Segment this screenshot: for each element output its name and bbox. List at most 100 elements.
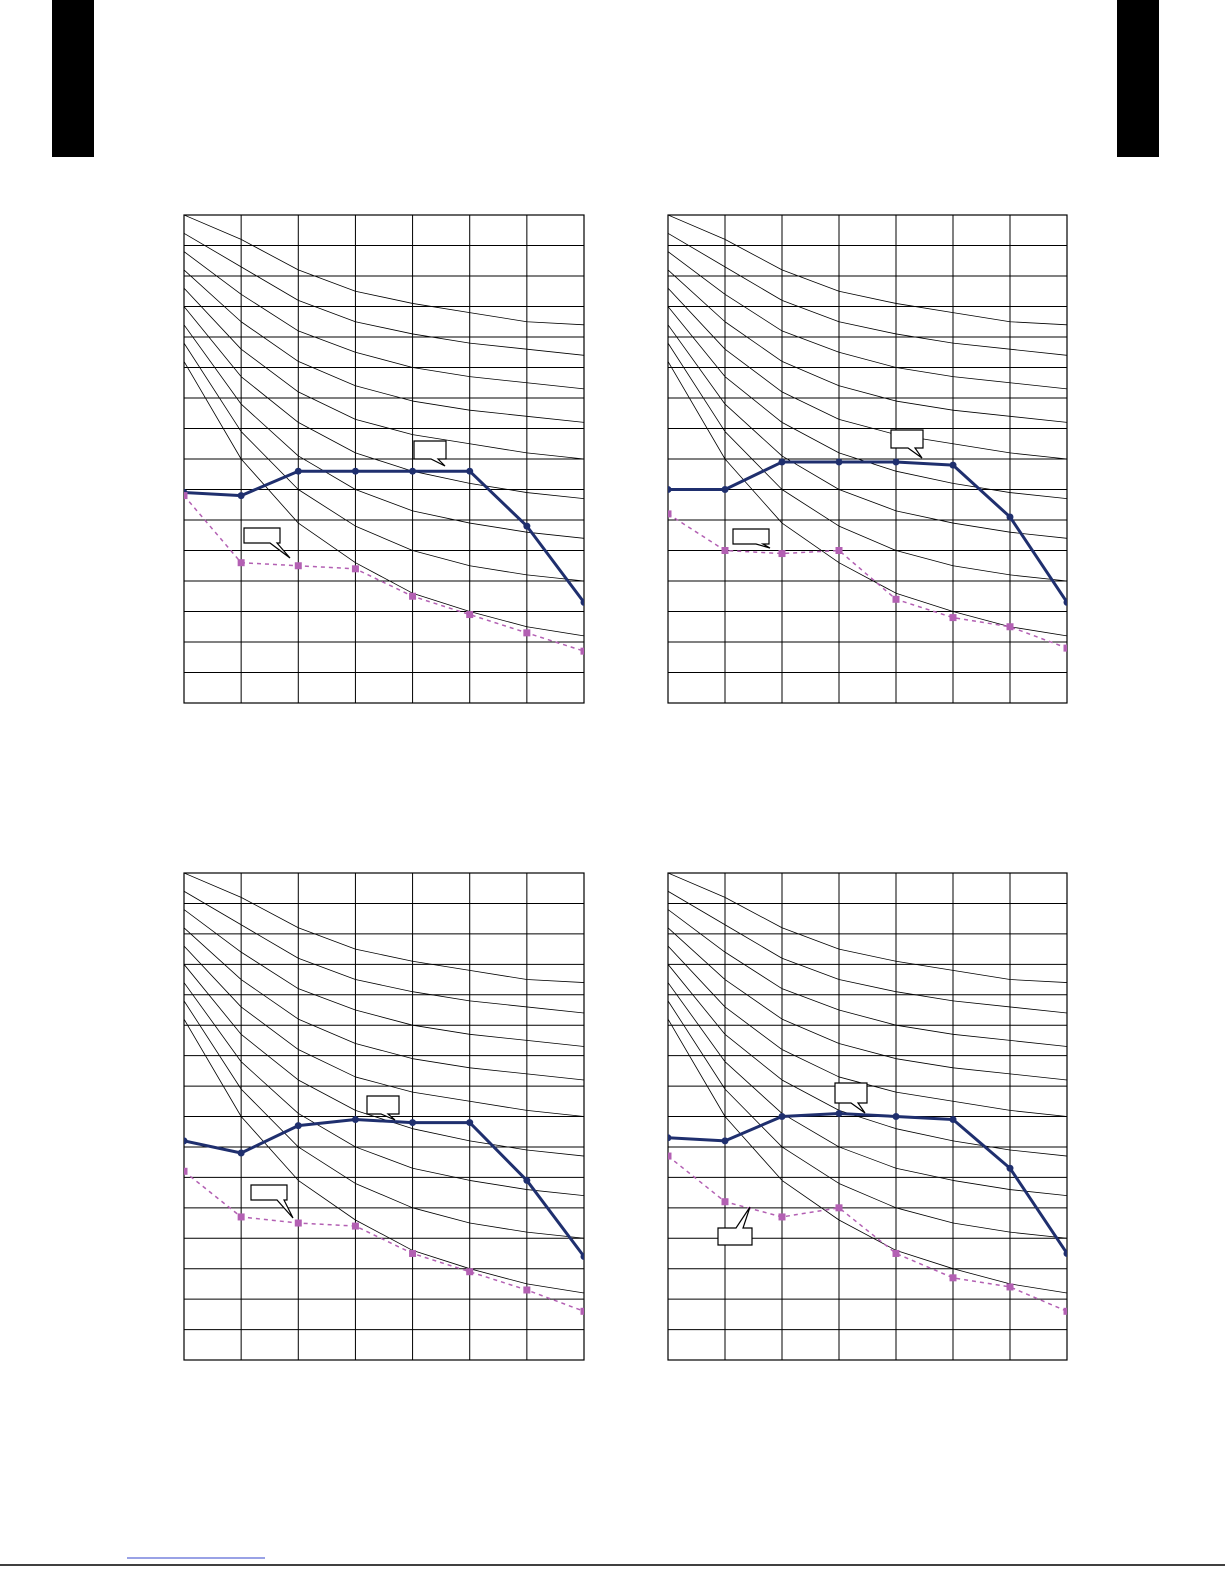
data-point (949, 1116, 957, 1124)
data-point (294, 1219, 302, 1227)
data-point (1006, 1164, 1014, 1172)
reference-curve (184, 306, 584, 500)
data-point (1063, 1249, 1067, 1257)
data-line (668, 513, 1067, 649)
data-line (184, 1118, 584, 1258)
data-point (409, 467, 417, 475)
data-point (778, 1113, 786, 1120)
reference-curve (184, 1018, 584, 1294)
callout-box (834, 1082, 868, 1114)
plot-area (668, 215, 1067, 652)
data-point (580, 598, 584, 606)
plot-area (184, 215, 584, 655)
data-point (1063, 644, 1067, 652)
reference-curve (668, 306, 1067, 500)
data-point (668, 1134, 672, 1142)
data-point (523, 1286, 531, 1294)
data-point (892, 458, 900, 466)
data-point (892, 1249, 900, 1257)
reference-curve (184, 269, 584, 423)
reference-curve (668, 232, 1067, 356)
data-point (351, 565, 359, 573)
callout-box (717, 1206, 753, 1246)
data-line (184, 495, 584, 652)
plot-area (184, 873, 584, 1315)
reference-curve (668, 964, 1067, 1157)
callout-box (250, 1184, 294, 1219)
data-point (1063, 1307, 1067, 1315)
data-point (835, 547, 843, 554)
reference-curve (668, 287, 1067, 460)
data-point (721, 486, 729, 493)
data-point (409, 1249, 417, 1257)
data-point (835, 1204, 843, 1212)
data-point (237, 492, 245, 500)
data-point (184, 1137, 188, 1145)
data-line (184, 469, 584, 604)
reference-curve (184, 945, 584, 1117)
callout-box (366, 1095, 400, 1121)
data-point (184, 1167, 188, 1175)
callout-box (732, 528, 771, 549)
data-point (949, 614, 957, 622)
data-point (523, 629, 531, 637)
data-line (668, 1111, 1067, 1255)
callout-box (890, 429, 924, 459)
data-point (351, 1116, 359, 1124)
data-point (409, 592, 417, 600)
reference-curve (184, 964, 584, 1157)
data-point (294, 562, 302, 570)
data-point (184, 492, 188, 500)
reference-curve (668, 324, 1067, 539)
chart (183, 872, 585, 1361)
reference-curve (668, 982, 1067, 1197)
reference-curve (184, 342, 584, 582)
data-point (294, 1122, 302, 1130)
chart (667, 214, 1068, 704)
chart (667, 872, 1068, 1361)
callout-box (243, 527, 291, 559)
reference-curve (668, 251, 1067, 390)
side-tab (1117, 0, 1159, 157)
data-point (892, 595, 900, 603)
reference-curve (668, 361, 1067, 637)
data-point (668, 486, 672, 493)
data-point (580, 647, 584, 655)
data-point (237, 1213, 245, 1221)
reference-curve (668, 1000, 1067, 1239)
data-point (835, 1109, 843, 1117)
data-point (580, 1253, 584, 1261)
reference-curve (668, 1018, 1067, 1294)
reference-curve (668, 873, 1067, 983)
reference-curve (184, 909, 584, 1047)
data-point (294, 467, 302, 475)
reference-curve (184, 873, 584, 983)
data-line (668, 460, 1067, 604)
data-point (1063, 598, 1067, 606)
reference-curve (184, 232, 584, 356)
data-point (466, 1119, 474, 1127)
data-point (668, 1152, 672, 1160)
data-point (351, 467, 359, 475)
reference-curve (184, 927, 584, 1081)
reference-curve (668, 269, 1067, 423)
reference-curve (668, 342, 1067, 582)
data-line (184, 1170, 584, 1313)
reference-curve (668, 927, 1067, 1081)
data-point (237, 1149, 245, 1157)
data-point (778, 550, 786, 558)
data-line (668, 1155, 1067, 1312)
data-point (949, 461, 957, 469)
reference-curve (184, 1000, 584, 1239)
data-point (778, 1213, 786, 1221)
data-point (523, 1176, 531, 1184)
data-point (1006, 1283, 1014, 1291)
data-point (466, 467, 474, 475)
reference-curve (184, 361, 584, 637)
reference-curve (184, 287, 584, 460)
reference-curve (668, 909, 1067, 1047)
data-point (466, 611, 474, 619)
data-point (1006, 623, 1014, 631)
